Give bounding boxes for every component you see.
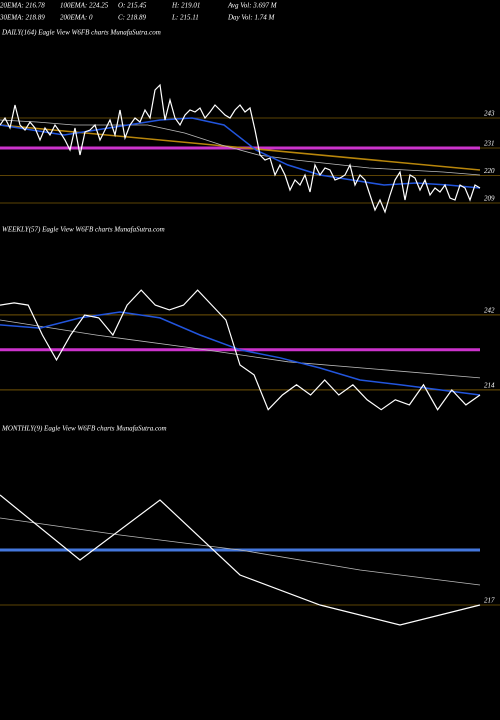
price-line <box>0 289 481 411</box>
y-tick-label: 231 <box>484 140 495 148</box>
header-stat: Avg Vol: 3.697 M <box>227 2 278 10</box>
header-stat: 200EMA: 0 <box>60 14 93 22</box>
header-stat: Day Vol: 1.74 M <box>227 14 275 22</box>
header-stat: 100EMA: 224.25 <box>60 2 109 10</box>
y-tick-label: 242 <box>484 307 495 315</box>
panel-title: WEEKLY(57) Eagle View W6FB charts Munafa… <box>2 226 165 234</box>
header-stat: O: 215.45 <box>118 2 147 10</box>
header-stat: 30EMA: 218.89 <box>0 14 45 22</box>
price-line <box>0 517 481 586</box>
y-tick-label: 209 <box>484 195 495 203</box>
y-tick-label: 220 <box>484 167 495 175</box>
header-stat: H: 219.01 <box>171 2 200 10</box>
panel-title: DAILY(164) Eagle View W6FB charts Munafa… <box>1 29 161 37</box>
price-line <box>0 119 481 176</box>
price-line <box>0 319 481 379</box>
y-tick-label: 243 <box>484 110 495 118</box>
price-line <box>0 311 481 396</box>
header-stat: C: 218.89 <box>118 14 147 22</box>
y-tick-label: 217 <box>484 597 495 605</box>
header-stat: 20EMA: 216.78 <box>0 2 45 10</box>
price-line <box>0 117 481 189</box>
panel-title: MONTHLY(9) Eagle View W6FB charts Munafa… <box>1 425 167 433</box>
y-tick-label: 214 <box>484 382 495 390</box>
price-line <box>0 83 481 214</box>
header-stat: L: 215.11 <box>171 14 199 22</box>
price-line <box>0 494 481 626</box>
